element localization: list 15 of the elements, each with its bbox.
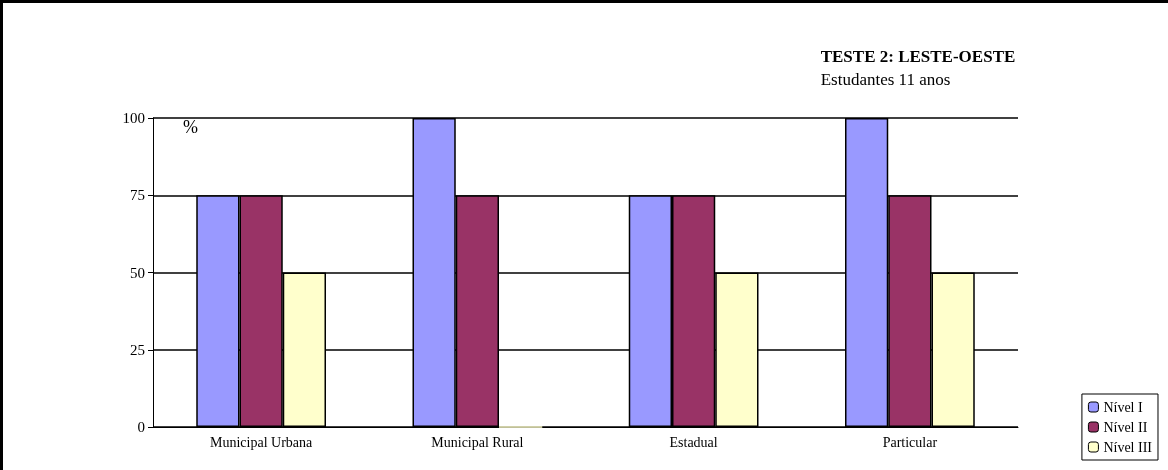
y-axis-title: % [183,117,198,137]
chart-title: TESTE 2: LESTE-OESTE [820,47,1016,66]
x-tick-label: Estadual [669,434,718,450]
legend-label: Nível II [1103,419,1148,435]
y-tick-label: 25 [130,341,145,358]
y-tick-label: 100 [122,110,145,126]
x-tick-label: Municipal Rural [431,434,524,450]
y-tick-label: 75 [130,187,145,204]
y-tick-label: 0 [137,419,145,435]
legend-label: Nível I [1103,399,1144,415]
legend-label: Nível III [1103,439,1153,455]
x-tick-label: Municipal Urbana [210,434,314,450]
chart-subtitle: Estudantes 11 anos [820,70,951,89]
y-tick-label: 50 [130,264,145,281]
x-tick-label: Particular [882,434,938,450]
